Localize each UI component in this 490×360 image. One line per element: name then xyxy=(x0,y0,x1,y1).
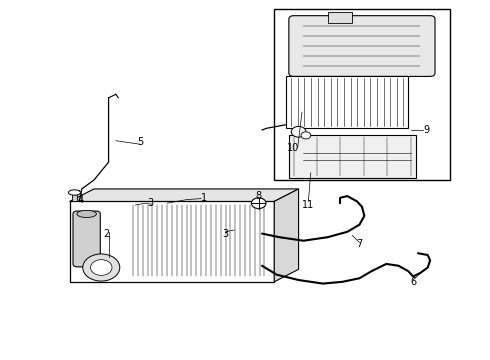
Text: 1: 1 xyxy=(200,193,207,203)
Text: 10: 10 xyxy=(287,143,299,153)
FancyBboxPatch shape xyxy=(73,211,100,267)
Text: 2: 2 xyxy=(103,229,109,239)
Bar xyxy=(289,135,416,178)
Circle shape xyxy=(91,260,112,275)
Bar xyxy=(328,12,352,23)
Text: 4: 4 xyxy=(77,195,83,204)
Polygon shape xyxy=(274,189,298,282)
Ellipse shape xyxy=(69,190,80,195)
Bar xyxy=(287,76,408,128)
Text: 3: 3 xyxy=(147,198,153,208)
Text: 8: 8 xyxy=(256,191,262,201)
Polygon shape xyxy=(70,202,274,282)
Bar xyxy=(130,203,267,278)
Circle shape xyxy=(83,254,120,281)
Polygon shape xyxy=(72,191,77,202)
Text: 3: 3 xyxy=(222,229,228,239)
Text: 7: 7 xyxy=(356,239,363,249)
Text: 5: 5 xyxy=(137,138,144,148)
Text: 9: 9 xyxy=(423,125,429,135)
Bar xyxy=(274,9,450,180)
Text: 6: 6 xyxy=(410,277,416,287)
Circle shape xyxy=(251,198,266,208)
FancyBboxPatch shape xyxy=(289,16,435,76)
Circle shape xyxy=(301,132,311,139)
Text: 11: 11 xyxy=(302,200,315,210)
Circle shape xyxy=(291,126,306,137)
Ellipse shape xyxy=(77,210,97,217)
Polygon shape xyxy=(70,189,298,202)
